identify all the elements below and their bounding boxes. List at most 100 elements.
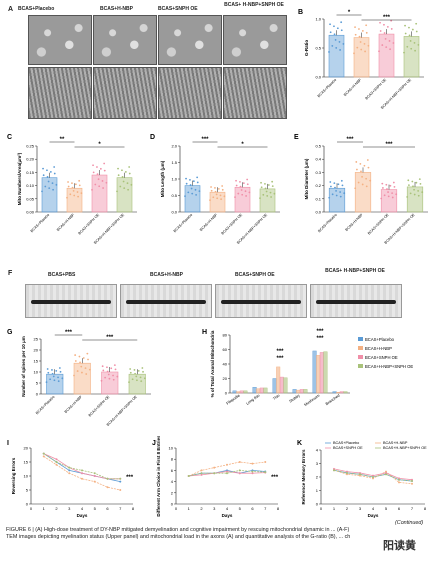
data-point bbox=[119, 489, 122, 491]
data-point bbox=[215, 193, 218, 196]
data-point bbox=[42, 455, 45, 458]
data-point bbox=[88, 368, 91, 371]
data-point bbox=[359, 473, 361, 476]
data-point bbox=[74, 354, 77, 356]
data-point bbox=[390, 28, 393, 30]
data-point bbox=[242, 182, 245, 184]
y-tick-label: 0.0 bbox=[315, 210, 321, 215]
legend-label: BCAS+H-NBP bbox=[383, 441, 408, 445]
data-point bbox=[135, 375, 138, 378]
data-point bbox=[46, 175, 49, 178]
bar bbox=[279, 376, 284, 394]
data-point bbox=[93, 475, 96, 477]
bar bbox=[66, 187, 83, 213]
y-tick-label: 6 bbox=[171, 468, 174, 473]
y-tick-label: 15 bbox=[24, 460, 29, 465]
data-point bbox=[226, 472, 228, 475]
y-tick-label: 0.0 bbox=[315, 75, 321, 80]
x-tick-label: 0 bbox=[175, 506, 178, 511]
data-point bbox=[386, 25, 389, 28]
x-tick-label: 5 bbox=[239, 506, 242, 511]
data-point bbox=[239, 185, 242, 188]
data-point bbox=[81, 371, 83, 374]
data-point bbox=[234, 196, 236, 199]
data-point bbox=[331, 45, 334, 47]
y-tick-label: 20 bbox=[34, 348, 39, 353]
sig-label: *** bbox=[383, 15, 391, 21]
data-point bbox=[273, 192, 276, 195]
x-tick-label: 0 bbox=[320, 506, 323, 511]
data-point bbox=[359, 41, 362, 43]
y-tick-label: 20 bbox=[223, 376, 228, 381]
data-point bbox=[407, 179, 410, 182]
data-point bbox=[98, 185, 101, 188]
series-line bbox=[43, 453, 121, 482]
data-point bbox=[106, 366, 108, 369]
data-point bbox=[117, 174, 120, 177]
data-point bbox=[212, 196, 215, 199]
data-point bbox=[55, 369, 58, 372]
bar bbox=[354, 172, 372, 213]
data-point bbox=[74, 360, 77, 362]
data-point bbox=[53, 166, 56, 168]
sig-label: *** bbox=[346, 137, 354, 143]
data-point bbox=[358, 28, 360, 30]
bar bbox=[316, 355, 321, 394]
data-point bbox=[409, 192, 412, 195]
data-point bbox=[385, 473, 387, 476]
x-tick-label: 3 bbox=[213, 506, 216, 511]
legend-label: BCAS+SNPH OE bbox=[365, 355, 398, 360]
legend-swatch bbox=[358, 355, 363, 359]
sig-label: ** bbox=[60, 137, 65, 143]
data-point bbox=[379, 21, 381, 24]
y-tick-label: 20 bbox=[24, 446, 29, 451]
data-point bbox=[346, 471, 348, 474]
data-point bbox=[51, 372, 54, 375]
x-axis-label: Days bbox=[77, 513, 88, 518]
bar bbox=[312, 350, 317, 394]
panel-f-letter: F bbox=[8, 270, 13, 277]
data-point bbox=[337, 183, 340, 186]
data-point bbox=[114, 368, 117, 371]
data-point bbox=[414, 49, 416, 52]
data-point bbox=[392, 181, 395, 184]
data-point bbox=[87, 358, 89, 361]
data-point bbox=[92, 164, 94, 167]
y-tick-label: 80 bbox=[223, 333, 228, 338]
sig-label: * bbox=[241, 142, 244, 148]
x-tick-label: BCAS+SNPH OE bbox=[367, 212, 390, 235]
data-point bbox=[408, 26, 410, 29]
x-tick-label: 2 bbox=[55, 506, 58, 511]
chart-b-g-ratio: B 0.0 0.5 1.0 G-Ratio BCAS+Placebo BCAS+H-NBP B… bbox=[298, 9, 424, 110]
data-point bbox=[411, 480, 413, 483]
data-point bbox=[361, 175, 363, 178]
data-point bbox=[189, 184, 192, 186]
y-tick-label: 2.0 bbox=[171, 144, 177, 149]
data-point bbox=[363, 42, 366, 45]
data-point bbox=[133, 369, 136, 371]
data-point bbox=[216, 197, 219, 200]
bar bbox=[276, 366, 281, 394]
data-point bbox=[329, 31, 332, 34]
data-point bbox=[412, 185, 414, 188]
data-point bbox=[365, 31, 368, 34]
data-point bbox=[387, 195, 390, 198]
sig-label: *** bbox=[276, 349, 284, 355]
y-tick-label: 0 bbox=[316, 502, 319, 507]
data-point bbox=[355, 161, 358, 163]
data-point bbox=[53, 172, 56, 175]
data-point bbox=[141, 367, 144, 369]
data-point bbox=[52, 188, 54, 191]
sig-label: *** bbox=[126, 475, 134, 481]
data-point bbox=[415, 30, 418, 33]
y-axis-label: Mito Length (μm) bbox=[160, 160, 165, 197]
data-point bbox=[124, 171, 127, 173]
data-point bbox=[187, 475, 190, 477]
data-point bbox=[53, 379, 56, 382]
panel-f-group-3: BCAS+SNPH OE bbox=[235, 272, 275, 278]
x-tick-label: 6 bbox=[251, 506, 254, 511]
data-point bbox=[221, 188, 224, 191]
bar bbox=[380, 189, 398, 213]
y-axis-label: Reversing Errors bbox=[11, 457, 16, 494]
